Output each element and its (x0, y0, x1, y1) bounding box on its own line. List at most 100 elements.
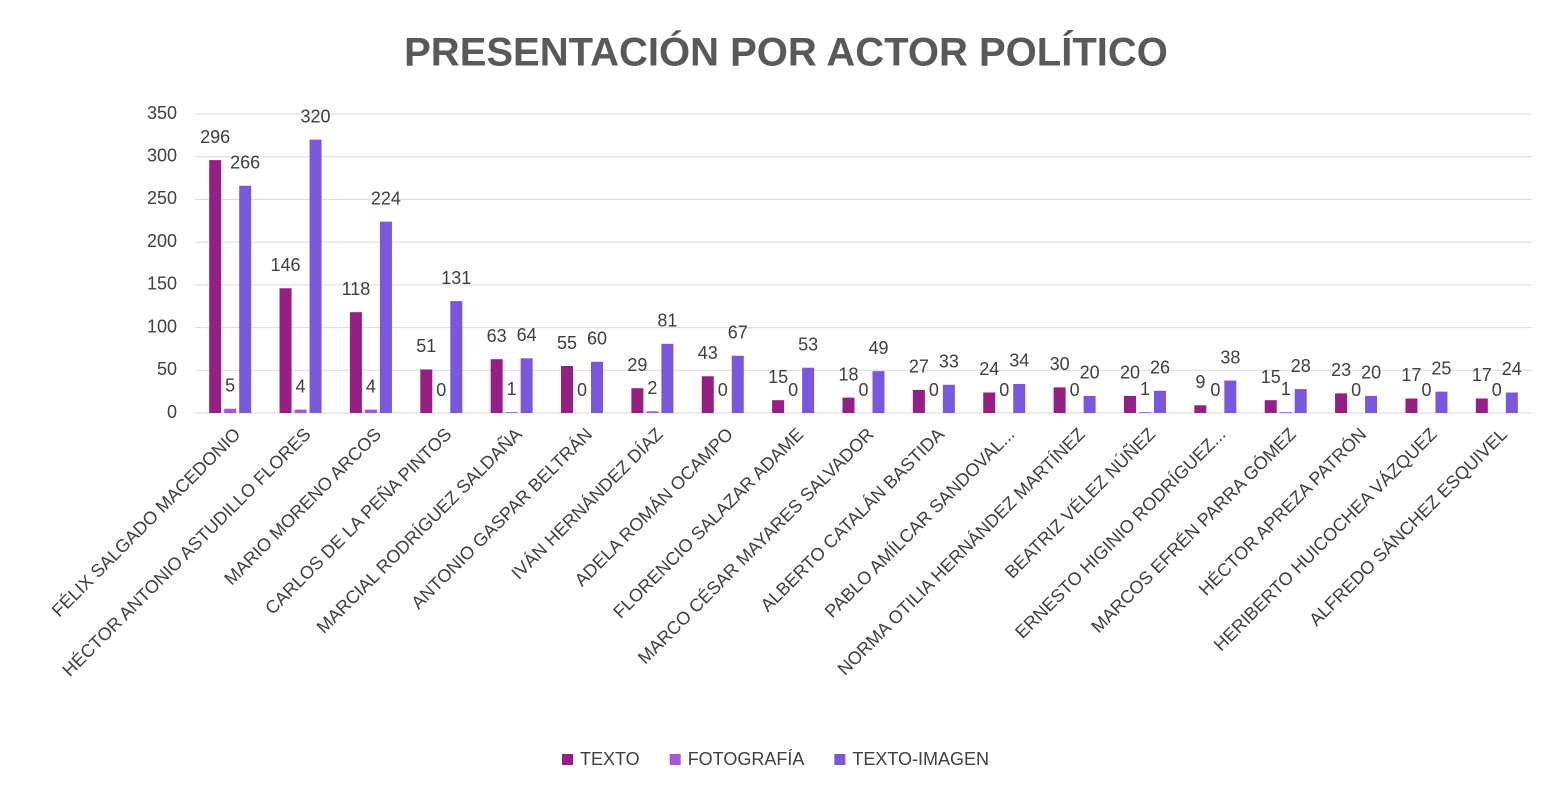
bar (279, 288, 292, 413)
y-tick-label: 100 (147, 316, 177, 336)
value-label: 224 (371, 188, 401, 208)
value-label: 30 (1050, 354, 1070, 374)
value-label: 296 (200, 127, 230, 147)
bar (1053, 387, 1066, 413)
value-label: 38 (1220, 347, 1240, 367)
value-label: 4 (366, 376, 376, 396)
value-label: 81 (657, 311, 677, 331)
bar (420, 369, 433, 413)
value-label: 266 (230, 153, 260, 173)
bar (1435, 391, 1448, 413)
bar (1138, 412, 1151, 413)
bar (1264, 400, 1277, 413)
value-label: 118 (342, 279, 371, 299)
value-label: 0 (788, 380, 798, 400)
bar (1153, 390, 1166, 413)
bar (364, 409, 377, 413)
legend-label: TEXTO (580, 749, 640, 769)
value-label: 320 (301, 106, 331, 126)
value-label: 0 (1070, 380, 1080, 400)
y-tick-label: 50 (157, 359, 177, 379)
bar (912, 389, 925, 413)
bar (349, 312, 362, 413)
value-label: 9 (1195, 372, 1205, 392)
bar (1335, 393, 1348, 413)
value-label: 0 (858, 380, 868, 400)
value-label: 0 (929, 380, 939, 400)
value-label: 60 (587, 328, 607, 348)
value-label: 28 (1291, 356, 1311, 376)
bar (505, 412, 518, 413)
value-label: 64 (517, 325, 537, 345)
value-label: 0 (1421, 380, 1431, 400)
bar (239, 185, 252, 413)
y-tick-label: 200 (147, 231, 177, 251)
value-label: 24 (979, 359, 999, 379)
value-label: 0 (436, 380, 446, 400)
value-label: 26 (1150, 358, 1170, 378)
value-label: 15 (768, 367, 788, 387)
value-label: 5 (225, 375, 235, 395)
bar (1083, 395, 1096, 413)
bar (591, 361, 604, 413)
value-label: 0 (718, 380, 728, 400)
bar (450, 301, 463, 413)
legend-swatch (562, 754, 573, 765)
bar (701, 376, 714, 413)
bar (379, 221, 392, 413)
value-label: 20 (1361, 363, 1381, 383)
y-tick-label: 300 (147, 145, 177, 165)
legend-label: FOTOGRAFÍA (688, 749, 805, 769)
value-label: 27 (909, 357, 929, 377)
bar (772, 400, 785, 413)
value-label: 34 (1009, 351, 1029, 371)
value-label: 1 (507, 379, 517, 399)
value-label: 15 (1261, 367, 1281, 387)
bar (661, 343, 674, 413)
bar (872, 371, 885, 413)
value-label: 17 (1401, 365, 1421, 385)
value-label: 1 (1281, 379, 1291, 399)
value-label: 33 (939, 352, 959, 372)
bar (490, 359, 503, 413)
value-label: 53 (798, 334, 818, 354)
bar (646, 411, 659, 413)
bar (983, 392, 996, 413)
y-tick-label: 250 (147, 188, 177, 208)
bar (1123, 395, 1136, 413)
legend-label: TEXTO-IMAGEN (852, 749, 989, 769)
bar (520, 358, 533, 413)
value-label: 29 (627, 355, 647, 375)
bar (942, 384, 955, 413)
y-tick-label: 150 (147, 274, 177, 294)
bar (224, 408, 237, 413)
value-label: 4 (296, 376, 306, 396)
value-label: 20 (1080, 363, 1100, 383)
bar (842, 397, 855, 413)
bar (294, 409, 307, 413)
value-label: 23 (1331, 360, 1351, 380)
bar (561, 366, 574, 413)
value-label: 0 (577, 380, 587, 400)
bar (802, 367, 815, 413)
value-label: 0 (1351, 380, 1361, 400)
value-label: 25 (1431, 358, 1451, 378)
value-label: 55 (557, 333, 577, 353)
value-label: 18 (838, 364, 858, 384)
value-label: 1 (1140, 379, 1150, 399)
value-label: 67 (728, 323, 748, 343)
value-label: 51 (416, 336, 436, 356)
bar (631, 388, 644, 413)
value-label: 0 (999, 380, 1009, 400)
value-label: 24 (1502, 359, 1522, 379)
bar (1475, 398, 1488, 413)
y-tick-label: 0 (167, 402, 177, 422)
bar (1013, 383, 1026, 413)
value-label: 146 (271, 255, 301, 275)
bar (209, 160, 222, 413)
value-label: 63 (487, 326, 507, 346)
value-label: 43 (698, 343, 718, 363)
bar (1279, 412, 1292, 413)
